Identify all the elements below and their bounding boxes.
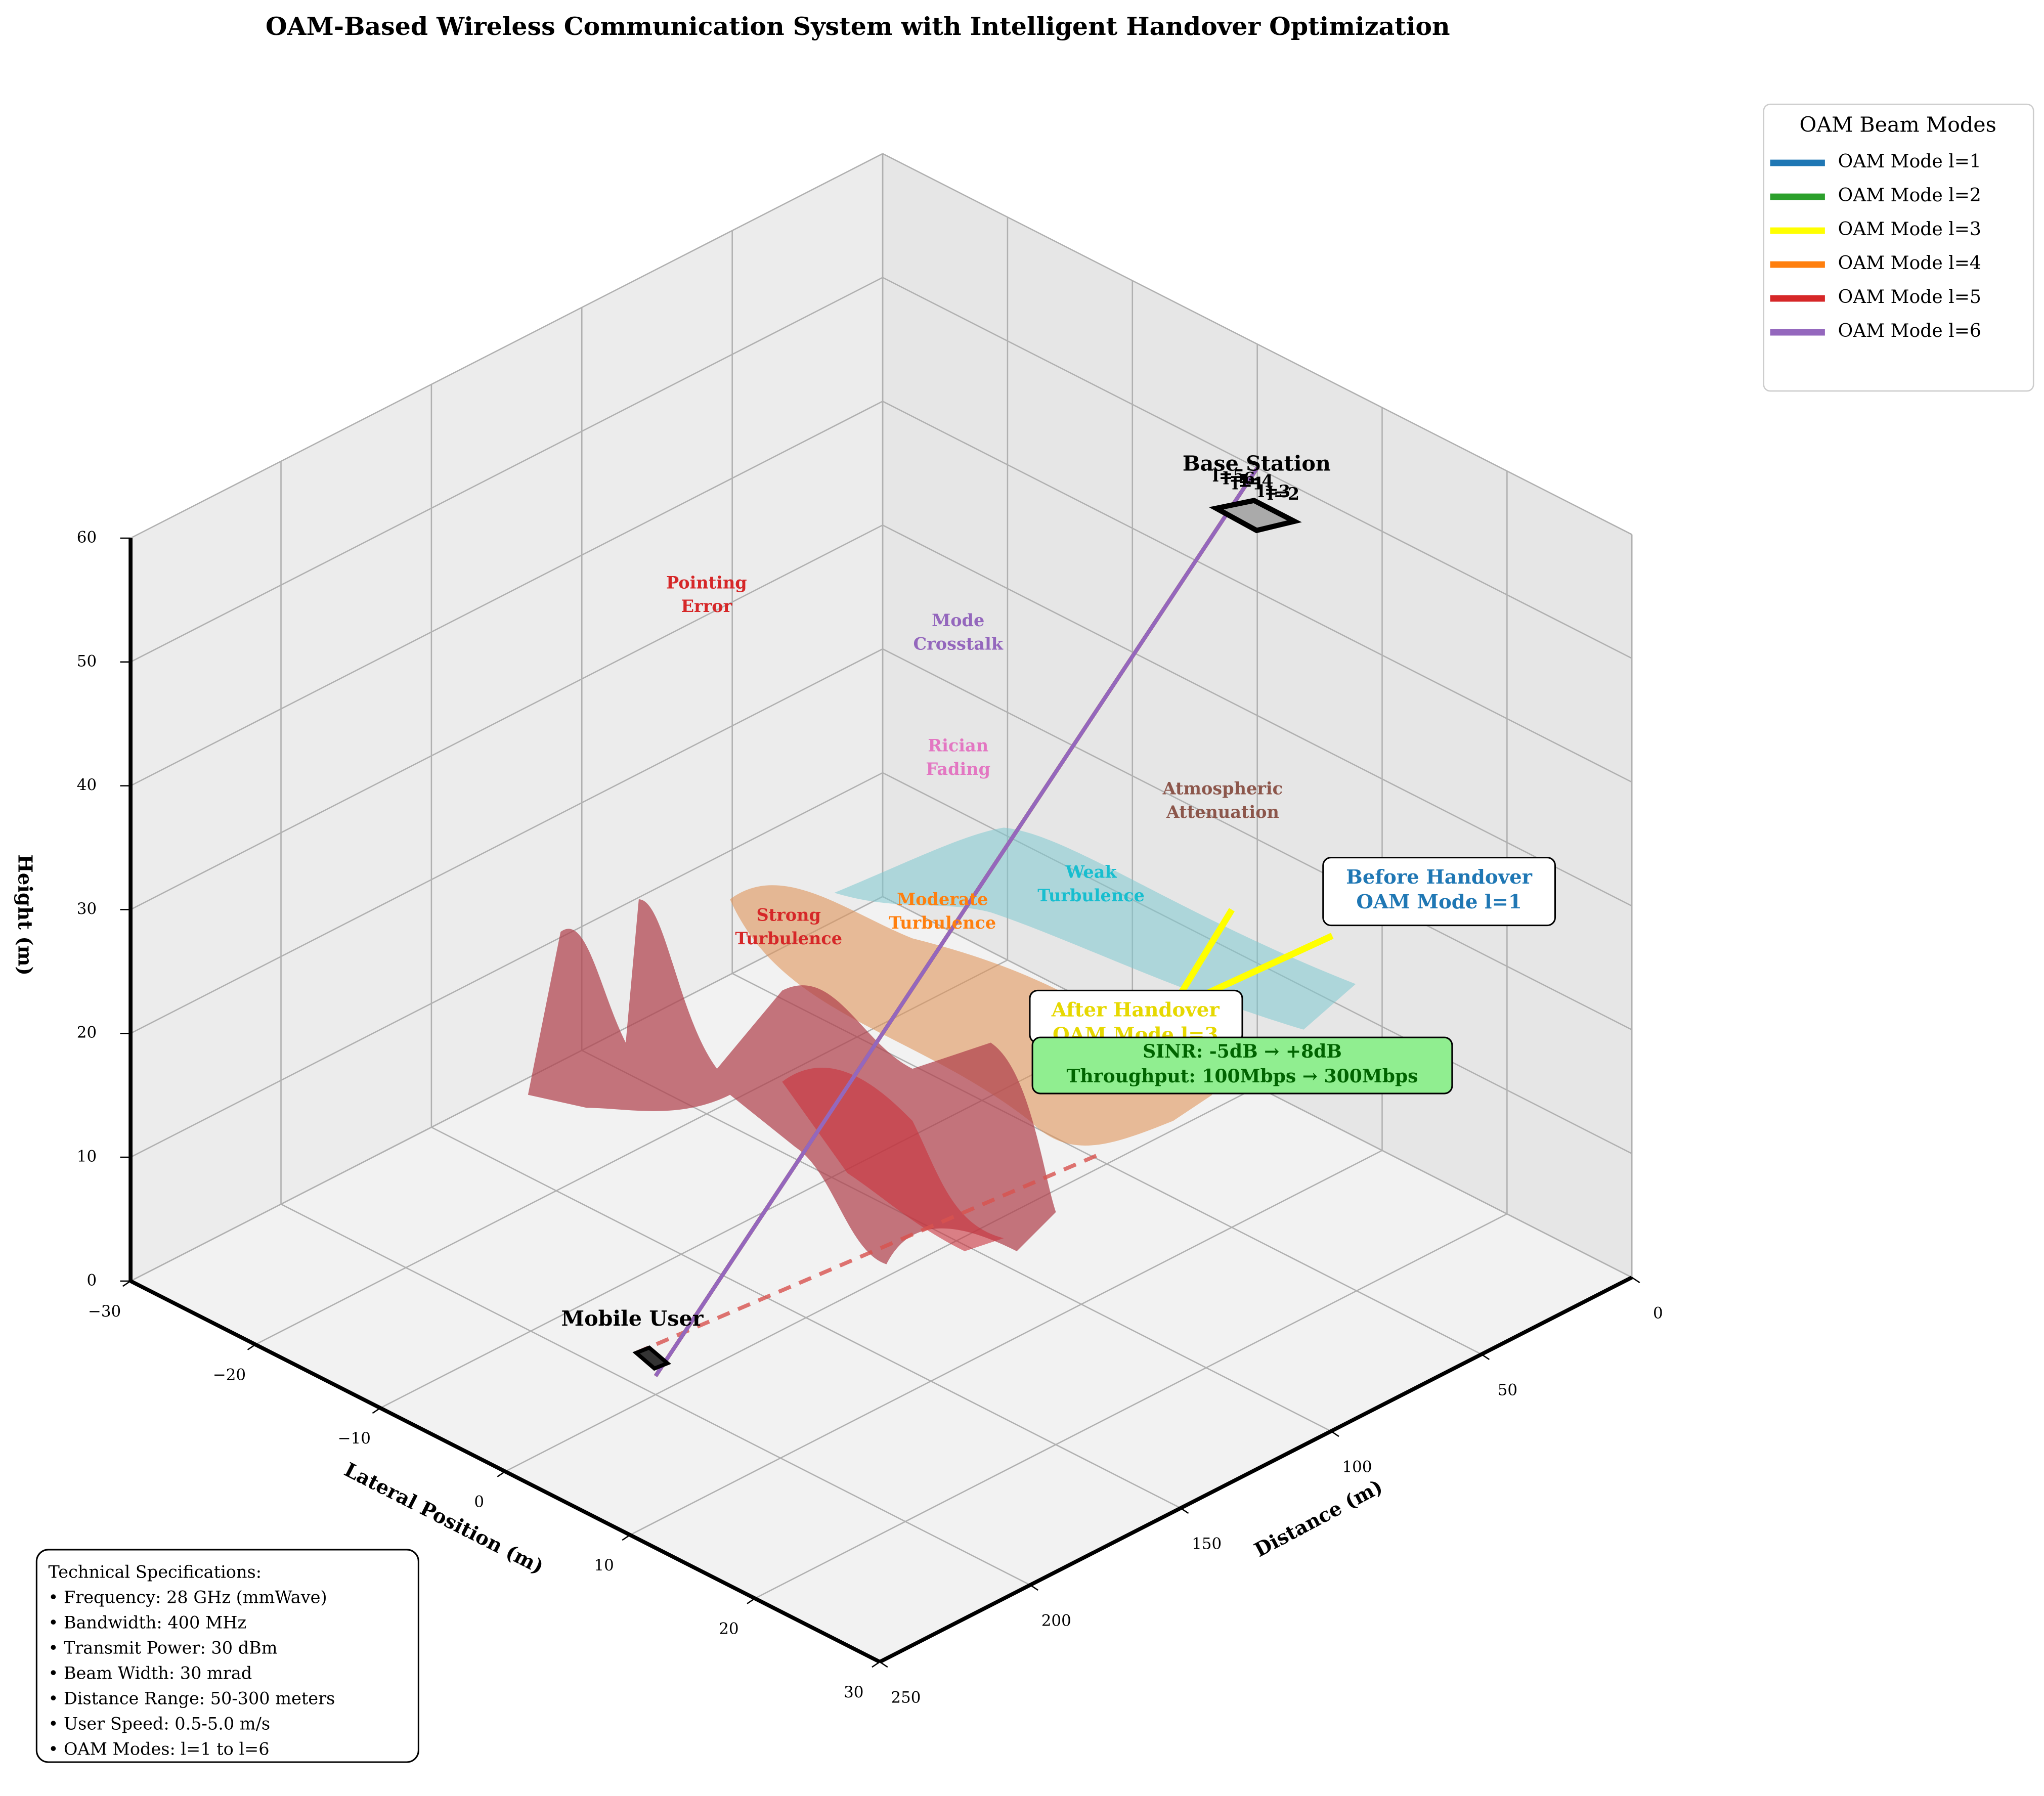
annotation-box — [1322, 857, 1556, 927]
beam-label: l=1 — [1232, 474, 1264, 494]
grid-line — [130, 153, 883, 539]
grid-line — [130, 524, 883, 910]
spec-box — [35, 1549, 419, 1763]
spec-line: • User Speed: 0.5-5.0 m/s — [49, 1714, 271, 1733]
y-tick-label: −20 — [213, 1366, 246, 1384]
grid-line — [130, 648, 883, 1034]
annotation-text: OAM Mode l=1 — [1356, 891, 1521, 913]
effect-label: Pointing — [666, 573, 747, 592]
effect-label: Strong — [757, 905, 821, 925]
grid-line — [130, 277, 883, 663]
beam-label: l=6 — [1223, 468, 1255, 488]
x-tick-label: 0 — [1653, 1304, 1663, 1322]
legend-label: OAM Mode l=6 — [1838, 320, 1981, 341]
beam-label: l=3 — [1258, 481, 1290, 501]
effect-label: Atmospheric — [1162, 779, 1283, 799]
spec-line: • OAM Modes: l=1 to l=6 — [49, 1739, 270, 1759]
effect-label: Moderate — [897, 890, 988, 909]
strong-turbulence-surface — [782, 1068, 1004, 1251]
tick-mark — [1631, 1277, 1640, 1284]
annotation-box — [1031, 1036, 1453, 1094]
z-tick-label: 20 — [77, 1024, 97, 1042]
grid — [129, 153, 1633, 1662]
effect-label: Rician — [928, 736, 988, 756]
effect-label: Error — [681, 596, 732, 616]
z-tick-label: 40 — [77, 776, 97, 794]
annotation-text: After Handover — [1051, 999, 1220, 1022]
x-tick-label: 100 — [1342, 1458, 1372, 1476]
z-axis-label: Height (m) — [14, 854, 36, 976]
spec-line: • Beam Width: 30 mrad — [49, 1663, 252, 1683]
z-tick-label: 0 — [86, 1271, 97, 1289]
beam-label: l=4 — [1241, 471, 1273, 491]
grid-line — [130, 772, 883, 1158]
mobile-user-label: Mobile User — [561, 1306, 704, 1331]
grid-line — [130, 401, 883, 786]
grid-line — [882, 153, 1632, 535]
beam-label: l=2 — [1267, 484, 1299, 504]
x-tick-label: 150 — [1192, 1535, 1222, 1553]
z-tick-label: 30 — [77, 900, 97, 918]
x-tick-label: 200 — [1041, 1611, 1071, 1630]
y-tick-label: 10 — [594, 1556, 614, 1574]
effect-label: Crosstalk — [913, 634, 1003, 654]
spec-line: Technical Specifications: — [49, 1562, 262, 1582]
chart-title: OAM-Based Wireless Communication System … — [266, 12, 1450, 41]
spec-line: • Transmit Power: 30 dBm — [49, 1638, 278, 1657]
legend-title: OAM Beam Modes — [1800, 112, 1996, 137]
legend-box — [1763, 103, 2034, 392]
user-trajectory — [635, 1152, 1103, 1355]
spec-line: • Distance Range: 50-300 meters — [49, 1688, 335, 1708]
legend-label: OAM Mode l=2 — [1838, 185, 1981, 206]
x-tick-label: 250 — [891, 1688, 921, 1706]
annotation-text: Throughput: 100Mbps → 300Mbps — [1067, 1065, 1418, 1087]
legend-label: OAM Mode l=5 — [1838, 286, 1981, 308]
y-axis — [129, 1279, 881, 1664]
y-tick-label: 0 — [474, 1493, 484, 1511]
z-tick-label: 60 — [77, 529, 97, 547]
grid-line — [882, 401, 1632, 783]
annotation-text: SINR: -5dB → +8dB — [1143, 1040, 1342, 1062]
y-tick-label: 30 — [844, 1683, 863, 1701]
y-tick-label: −30 — [88, 1302, 121, 1321]
effect-label: Mode — [932, 610, 984, 630]
z-tick-label: 10 — [77, 1148, 97, 1166]
base-station-label: Base Station — [1183, 451, 1331, 475]
grid-line — [630, 1150, 1383, 1536]
legend: OAM Beam Modes OAM Mode l=1 OAM Mode l=2 O… — [1763, 103, 2034, 392]
mobile-user-marker — [632, 1345, 671, 1371]
effect-label: Weak — [1065, 862, 1117, 882]
effect-label: Fading — [926, 759, 990, 779]
x-tick-label: 50 — [1498, 1381, 1517, 1399]
grid-line — [754, 1213, 1507, 1599]
effect-label: Turbulence — [735, 929, 842, 948]
beam — [654, 466, 1259, 1377]
y-tick-label: −10 — [338, 1429, 371, 1448]
spec-line: • Frequency: 28 GHz (mmWave) — [49, 1587, 327, 1607]
base-station-marker — [1208, 498, 1302, 534]
annotation-text: Before Handover — [1346, 866, 1533, 889]
effect-label: Turbulence — [889, 913, 996, 933]
beams — [654, 466, 1259, 1377]
effect-label: Turbulence — [1037, 886, 1145, 905]
legend-label: OAM Mode l=3 — [1838, 218, 1981, 240]
beam-label: l=5 — [1212, 466, 1245, 486]
grid-line — [505, 1086, 1258, 1472]
legend-label: OAM Mode l=4 — [1838, 252, 1981, 274]
z-tick-label: 50 — [77, 652, 97, 670]
grid-line — [130, 896, 883, 1282]
tick-mark — [122, 1280, 131, 1287]
legend-label: OAM Mode l=1 — [1838, 151, 1981, 172]
y-tick-label: 20 — [719, 1620, 738, 1638]
spec-line: • Bandwidth: 400 MHz — [49, 1612, 247, 1632]
x-axis — [879, 1276, 1633, 1664]
effect-label: Attenuation — [1166, 802, 1279, 822]
weak-turbulence-surface — [834, 827, 1356, 1030]
annotations: Base Station Mobile User l=1 l=2 l=3 l=4… — [561, 451, 1556, 1371]
grid-line — [882, 648, 1632, 1031]
grid-line — [882, 524, 1632, 907]
specs: Technical Specifications: • Frequency: 28… — [35, 1549, 419, 1763]
